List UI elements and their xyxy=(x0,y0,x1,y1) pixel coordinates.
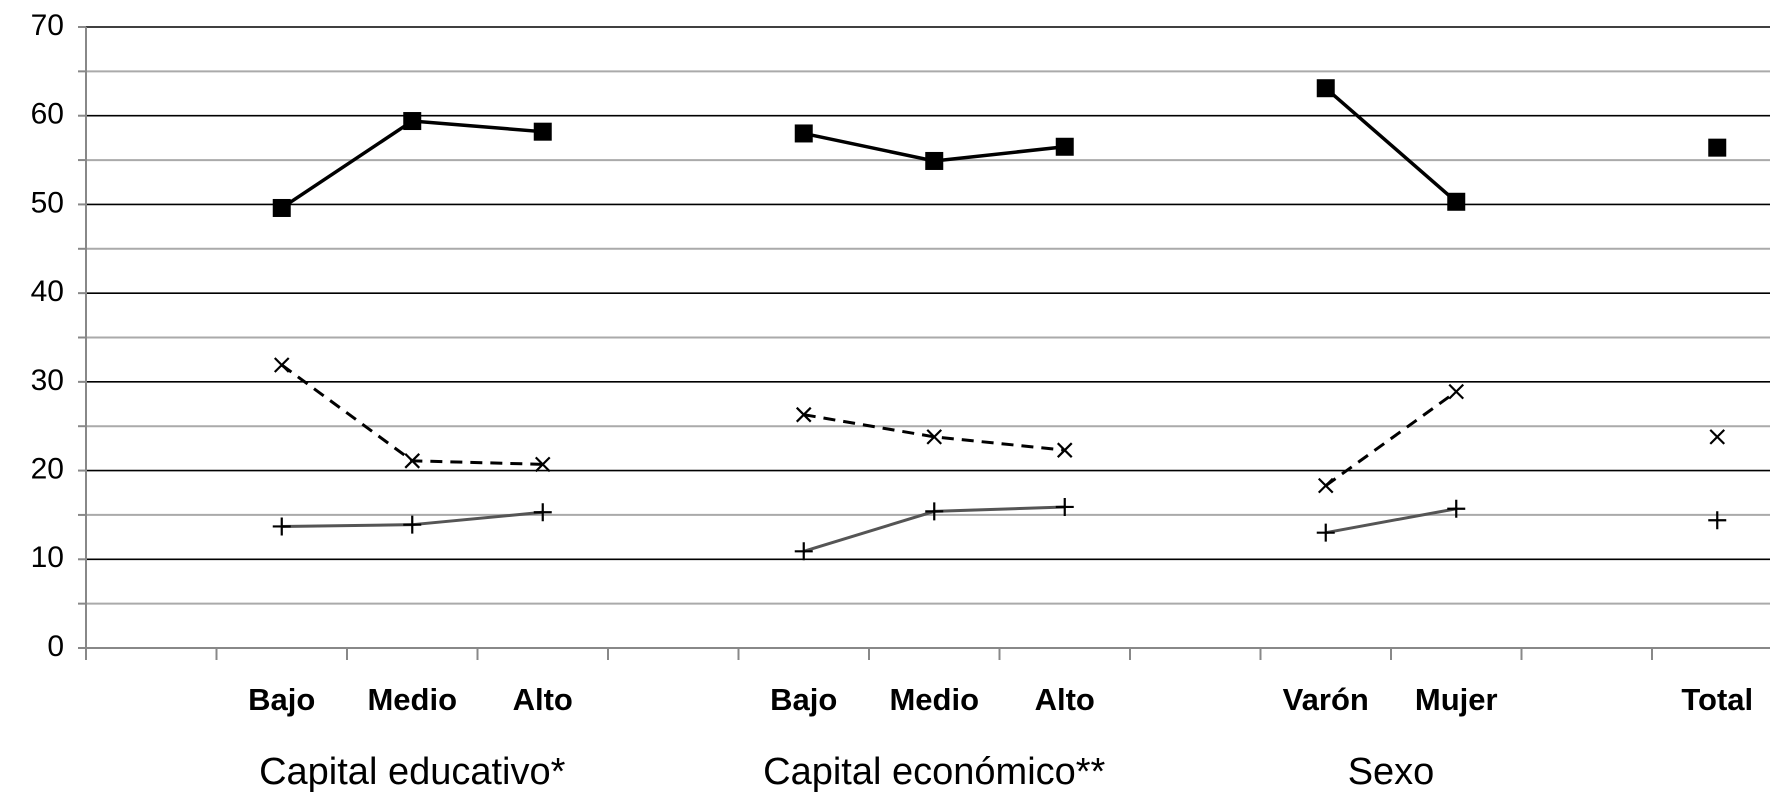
marker xyxy=(925,151,944,170)
marker xyxy=(404,453,421,469)
marker xyxy=(403,515,422,534)
marker xyxy=(1447,499,1466,518)
group-label: Capital educativo* xyxy=(259,751,566,792)
marker xyxy=(533,122,552,141)
marker xyxy=(1316,79,1335,98)
marker xyxy=(1056,442,1073,458)
marker xyxy=(1709,429,1726,445)
marker xyxy=(533,503,552,522)
x-tick-label: Alto xyxy=(1035,682,1095,717)
series-line xyxy=(282,88,1718,208)
marker xyxy=(534,456,551,473)
x-tick-label: Bajo xyxy=(770,682,837,717)
y-tick-label: 30 xyxy=(31,364,64,397)
marker xyxy=(926,429,943,445)
x-tick-label: Medio xyxy=(367,682,457,717)
marker xyxy=(403,112,422,131)
y-tick-label: 40 xyxy=(31,275,64,308)
x-tick-label: Medio xyxy=(889,682,979,717)
x-tick-label: Alto xyxy=(513,682,573,717)
marker xyxy=(1447,192,1466,211)
marker xyxy=(1055,137,1074,156)
marker xyxy=(795,406,812,423)
marker xyxy=(794,124,813,143)
y-tick-label: 50 xyxy=(31,186,64,219)
series-line xyxy=(282,507,1718,551)
y-tick-label: 20 xyxy=(31,452,64,485)
marker xyxy=(273,357,290,373)
marker xyxy=(272,517,291,536)
x-tick-label: Mujer xyxy=(1415,682,1498,717)
marker xyxy=(1316,523,1335,542)
y-tick-label: 60 xyxy=(31,98,64,131)
marker xyxy=(1317,477,1334,494)
marker xyxy=(794,542,813,561)
x-tick-label: Total xyxy=(1681,682,1753,717)
marker xyxy=(1055,497,1074,516)
y-tick-label: 70 xyxy=(31,9,64,42)
marker xyxy=(272,198,291,217)
marker xyxy=(1448,383,1465,400)
x-tick-label: Bajo xyxy=(248,682,315,717)
group-label: Sexo xyxy=(1348,751,1435,792)
y-tick-label: 10 xyxy=(31,541,64,574)
marker xyxy=(1708,511,1727,530)
group-label: Capital económico** xyxy=(763,751,1105,792)
marker xyxy=(1708,138,1727,157)
marker xyxy=(925,502,944,521)
x-tick-label: Varón xyxy=(1283,682,1369,717)
y-tick-label: 0 xyxy=(47,630,64,663)
